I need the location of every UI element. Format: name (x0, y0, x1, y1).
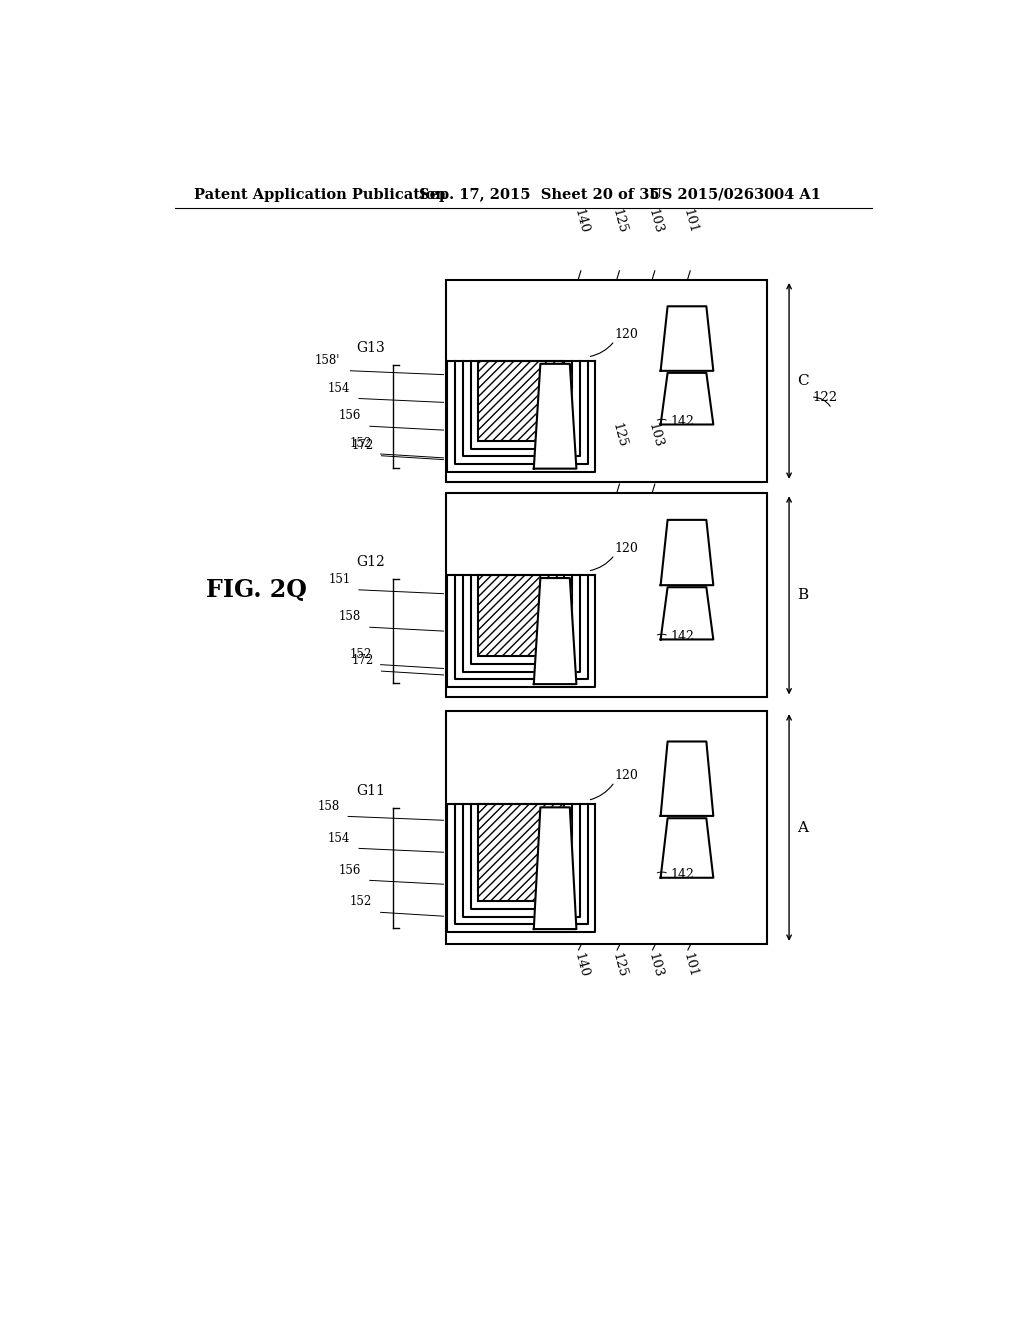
Text: B: B (797, 589, 808, 602)
Text: 103: 103 (645, 952, 665, 979)
Text: 122: 122 (812, 391, 838, 404)
Text: A: A (797, 821, 808, 834)
Text: 142: 142 (671, 414, 694, 428)
Text: 158: 158 (339, 610, 361, 623)
Text: 152: 152 (350, 648, 372, 661)
Text: 154: 154 (328, 381, 350, 395)
Text: 103: 103 (645, 207, 665, 235)
Bar (445, 494, 767, 697)
Polygon shape (660, 587, 714, 639)
Text: 156: 156 (339, 409, 361, 422)
Polygon shape (660, 818, 714, 878)
Text: 125: 125 (610, 207, 629, 235)
Text: 172: 172 (351, 440, 374, 451)
Polygon shape (660, 372, 714, 425)
Text: 172: 172 (351, 655, 374, 667)
Text: 151: 151 (328, 573, 350, 586)
Text: 120: 120 (614, 768, 639, 781)
Text: G12: G12 (356, 554, 385, 569)
Polygon shape (534, 364, 577, 469)
Text: 125: 125 (610, 952, 629, 979)
Bar (478, 804, 564, 902)
Polygon shape (660, 520, 714, 585)
Text: 142: 142 (671, 867, 694, 880)
Text: 152: 152 (350, 437, 372, 450)
Text: 154: 154 (328, 832, 350, 845)
Text: 101: 101 (681, 952, 699, 979)
Polygon shape (660, 306, 714, 371)
Text: 140: 140 (571, 952, 591, 979)
Bar (478, 576, 564, 656)
Text: 103: 103 (645, 421, 665, 449)
Polygon shape (534, 808, 577, 929)
Text: 120: 120 (614, 541, 639, 554)
Bar (445, 711, 767, 944)
Text: 140: 140 (571, 207, 591, 235)
Text: 101: 101 (681, 207, 699, 235)
Text: 142: 142 (671, 630, 694, 643)
Text: 120: 120 (614, 327, 639, 341)
Text: 158: 158 (317, 800, 340, 813)
Text: Patent Application Publication: Patent Application Publication (194, 187, 445, 202)
Bar (478, 360, 564, 441)
Polygon shape (660, 742, 714, 816)
Text: 158': 158' (314, 354, 340, 367)
Text: 156: 156 (339, 863, 361, 876)
Polygon shape (534, 578, 577, 684)
Text: G11: G11 (356, 784, 385, 799)
Bar (445, 280, 767, 482)
Text: 152: 152 (350, 895, 372, 908)
Text: C: C (797, 374, 809, 388)
Text: US 2015/0263004 A1: US 2015/0263004 A1 (649, 187, 821, 202)
Text: G13: G13 (356, 341, 385, 355)
Text: Sep. 17, 2015  Sheet 20 of 35: Sep. 17, 2015 Sheet 20 of 35 (419, 187, 659, 202)
Text: FIG. 2Q: FIG. 2Q (206, 578, 306, 602)
Text: 125: 125 (610, 421, 629, 449)
